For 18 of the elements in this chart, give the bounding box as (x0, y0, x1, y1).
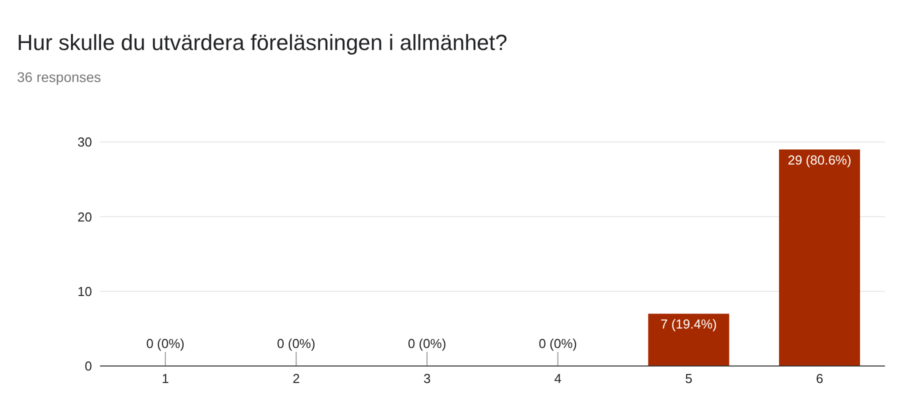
chart-subtitle: 36 responses (17, 69, 102, 85)
x-tick-label: 4 (554, 371, 562, 386)
x-tick-label: 1 (162, 371, 170, 386)
y-tick-label: 0 (84, 358, 92, 374)
data-label: 0 (0%) (538, 336, 578, 351)
x-tick-label: 6 (816, 371, 824, 386)
data-label: 29 (80.6%) (788, 152, 852, 168)
x-tick-label: 3 (423, 371, 431, 386)
data-label: 0 (0%) (408, 336, 446, 351)
y-tick-label: 10 (78, 284, 92, 299)
x-tick-label: 2 (292, 371, 300, 386)
data-label: 0 (0%) (277, 336, 316, 351)
chart-title: Hur skulle du utvärdera föreläsningen i allmänhet? (17, 30, 508, 56)
y-tick-label: 30 (78, 134, 92, 150)
y-tick-label: 20 (78, 209, 92, 224)
data-label: 0 (0%) (146, 336, 185, 351)
x-tick-label: 5 (685, 371, 692, 386)
data-label: 7 (19.4%) (660, 316, 717, 332)
